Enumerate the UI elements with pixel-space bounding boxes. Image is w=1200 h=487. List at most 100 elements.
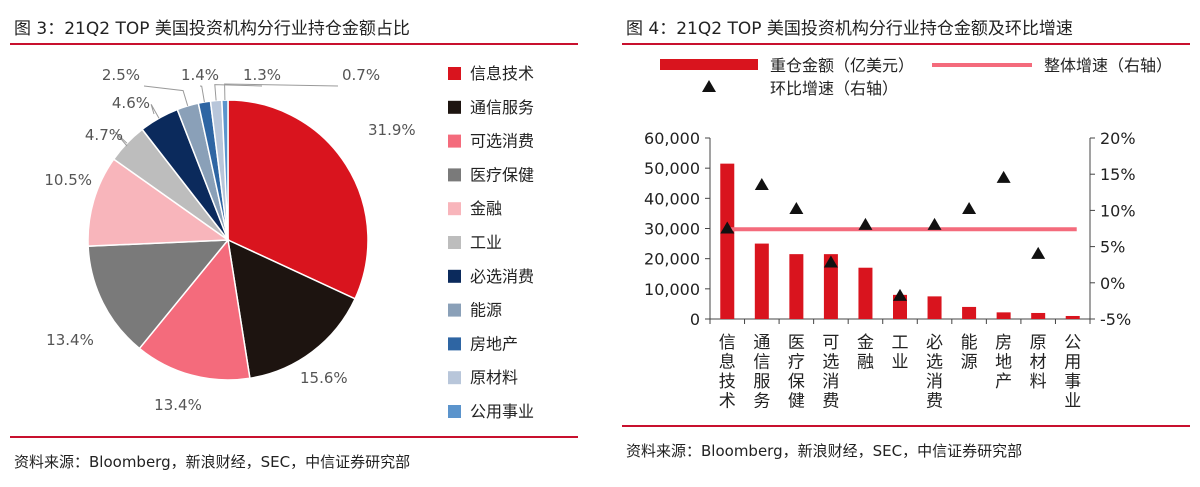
pie-data-label: 13.4% — [154, 396, 202, 414]
bar — [996, 312, 1011, 319]
x-category-label: 息 — [719, 353, 736, 373]
legend-swatch — [448, 269, 461, 283]
bar-source-rule — [622, 425, 1190, 427]
y-right-tick-label: 0% — [1100, 274, 1125, 293]
x-category-label: 费 — [822, 392, 839, 412]
legend-marker-swatch — [702, 80, 716, 92]
qoq-growth-marker — [927, 217, 942, 230]
pie-title-rule — [10, 43, 578, 45]
bar-line-chart: 0 10,000 20,000 30,000 40,000 50,000 60,000 -5%… — [644, 56, 1172, 412]
y-left-tick-label: 40,000 — [644, 189, 700, 208]
legend-swatch — [448, 67, 461, 80]
legend-swatch — [448, 337, 461, 351]
pie-data-label: 1.3% — [243, 66, 281, 84]
bar-source-note: 资料来源：Bloomberg，新浪财经，SEC，中信证券研究部 — [626, 442, 1023, 460]
x-category-label: 产 — [995, 372, 1012, 392]
x-category-label: 工 — [892, 333, 909, 353]
pie-data-label: 0.7% — [342, 66, 380, 84]
qoq-growth-marker — [720, 221, 735, 234]
pie-data-label: 31.9% — [368, 121, 416, 139]
x-category-label: 务 — [753, 392, 770, 412]
pie-leader-line — [224, 83, 339, 101]
y-left-tick-label: 0 — [690, 310, 700, 329]
y-right-tick-label: -5% — [1100, 310, 1131, 329]
x-category-label: 保 — [788, 372, 805, 392]
legend-swatch — [448, 134, 461, 148]
bar — [1031, 312, 1046, 319]
bar — [1065, 315, 1080, 319]
legend-swatch — [448, 168, 461, 182]
qoq-growth-marker — [823, 255, 838, 268]
pie-chart: 31.9% 15.6% 13.4% 13.4% 10.5% 4.7% 4.6% 2.5% 1.4… — [44, 64, 534, 421]
y-right-tick-label: 20% — [1100, 129, 1136, 148]
bar-figure-title: 图 4：21Q2 TOP 美国投资机构分行业持仓金额及环比增速 — [626, 19, 1073, 39]
bar — [754, 243, 769, 319]
x-category-label: 料 — [1030, 372, 1047, 392]
legend-label: 工业 — [470, 233, 502, 252]
x-category-label: 能 — [961, 333, 978, 353]
pie-figure-title: 图 3：21Q2 TOP 美国投资机构分行业持仓金额占比 — [14, 19, 410, 39]
legend-label: 信息技术 — [470, 64, 534, 83]
x-category-label: 选 — [926, 353, 943, 373]
x-category-label: 金 — [857, 333, 874, 353]
x-category-label: 费 — [926, 392, 943, 412]
pie-source-note: 资料来源：Bloomberg，新浪财经，SEC，中信证券研究部 — [14, 453, 411, 471]
x-category-label: 术 — [719, 392, 736, 412]
legend-label: 金融 — [470, 199, 502, 218]
legend-label: 通信服务 — [470, 98, 534, 117]
y-right-tick-label: 5% — [1100, 238, 1125, 257]
pie-data-label: 13.4% — [46, 331, 94, 349]
y-right-tick-label: 10% — [1100, 201, 1136, 220]
legend-swatch — [448, 405, 461, 418]
x-category-label: 选 — [822, 353, 839, 373]
y-left-tick-label: 20,000 — [644, 250, 700, 269]
x-category-label: 可 — [822, 333, 839, 353]
x-category-label: 技 — [719, 372, 736, 392]
legend-bar-swatch — [660, 59, 758, 70]
x-category-label: 用 — [1064, 353, 1081, 373]
pie-leader-line — [150, 104, 160, 119]
legend-swatch — [448, 303, 461, 317]
qoq-growth-marker — [893, 288, 907, 301]
pie-slice — [87, 158, 231, 247]
pie-leader-line — [143, 85, 189, 107]
pie-data-label: 4.6% — [112, 94, 150, 112]
pie-source-rule — [10, 436, 578, 438]
qoq-growth-marker — [996, 170, 1011, 183]
pie-slice — [227, 238, 357, 380]
legend-swatch — [448, 236, 461, 249]
pie-data-label: 2.5% — [102, 66, 140, 84]
x-category-label: 业 — [892, 353, 909, 373]
x-category-label: 健 — [788, 392, 805, 412]
bar — [927, 296, 942, 319]
x-category-label: 服 — [753, 372, 770, 392]
bar-figure-panel: 图 4：21Q2 TOP 美国投资机构分行业持仓金额及环比增速 0 10,000 2… — [612, 0, 1200, 487]
legend-label: 医疗保健 — [470, 165, 534, 184]
y-left-tick-label: 60,000 — [644, 129, 700, 148]
qoq-growth-marker — [789, 201, 804, 214]
x-category-label: 医 — [788, 333, 805, 353]
legend-swatch — [448, 202, 461, 216]
qoq-growth-marker — [754, 178, 769, 191]
legend-label: 公用事业 — [470, 402, 534, 421]
x-category-label: 信 — [753, 353, 770, 373]
bar — [893, 294, 907, 319]
x-category-label: 事 — [1064, 372, 1081, 392]
x-category-label: 材 — [1030, 353, 1047, 373]
legend-marker-label: 环比增速（右轴） — [770, 79, 898, 98]
qoq-growth-marker — [1031, 246, 1046, 259]
pie-data-label: 1.4% — [181, 66, 219, 84]
legend-label: 能源 — [470, 301, 502, 320]
qoq-growth-marker — [962, 201, 977, 214]
bar — [720, 163, 735, 319]
pie-leader-line — [114, 131, 128, 147]
pie-figure-panel: 图 3：21Q2 TOP 美国投资机构分行业持仓金额占比 31.9% 15.6% 1… — [0, 0, 588, 487]
x-category-label: 消 — [822, 372, 839, 392]
pie-data-label: 10.5% — [44, 171, 92, 189]
pie-slice — [87, 239, 230, 350]
legend-swatch — [448, 100, 461, 114]
legend-line-label: 整体增速（右轴） — [1044, 56, 1172, 75]
legend-label: 房地产 — [470, 334, 518, 353]
x-category-label: 原 — [1030, 333, 1047, 353]
bar — [962, 306, 977, 319]
